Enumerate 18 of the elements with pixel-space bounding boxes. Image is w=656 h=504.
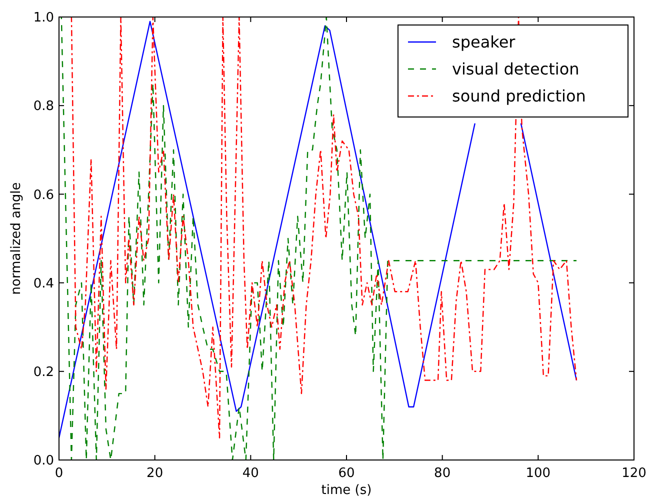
x-tick-label: 120 (622, 466, 646, 481)
x-tick-label: 60 (338, 466, 355, 481)
y-tick-label: 0.8 (33, 99, 54, 114)
x-tick-label: 20 (146, 466, 164, 481)
x-axis-title: time (s) (321, 483, 372, 498)
y-tick-label: 0.2 (33, 364, 54, 380)
legend-label: speaker (452, 32, 516, 52)
y-tick-label: 0.6 (33, 188, 54, 203)
x-tick-label: 80 (434, 466, 451, 481)
legend-label: visual detection (452, 60, 580, 79)
y-axis-title: normalized angle (9, 182, 24, 295)
x-tick-label: 40 (242, 466, 259, 481)
x-tick-label: 100 (526, 466, 551, 481)
y-tick-label: 0.0 (33, 454, 54, 469)
x-tick-label: 0 (54, 466, 64, 481)
y-tick-label: 0.4 (33, 276, 54, 292)
legend-label: sound prediction (452, 86, 586, 106)
y-tick-label: 1.0 (33, 10, 54, 26)
